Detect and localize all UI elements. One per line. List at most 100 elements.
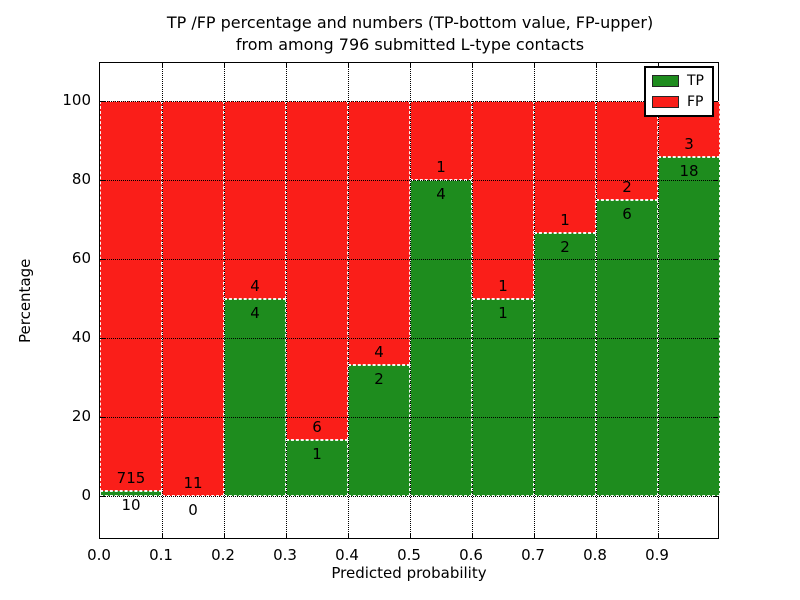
bar-segment-fp-2: [224, 100, 286, 299]
gridline-y-40: [100, 338, 718, 340]
tp-color-swatch: [652, 75, 679, 87]
fp-count-label-2: 4: [250, 276, 260, 295]
y-tick-left-20: [100, 417, 105, 419]
y-tick-left-0: [100, 496, 105, 498]
fp-count-label-0: 715: [116, 468, 146, 487]
bar-segment-fp-3: [286, 100, 348, 440]
x-tick-bottom-2: [224, 533, 225, 538]
y-tick-label-80: 80: [71, 169, 91, 188]
y-tick-left-80: [100, 179, 105, 181]
tp-count-label-1: 0: [188, 501, 198, 520]
x-tick-top-6: [472, 63, 473, 68]
x-tick-top-4: [348, 63, 349, 68]
legend: TP FP: [644, 66, 714, 117]
gridline-y-100: [100, 100, 718, 102]
y-tick-right-0: [713, 496, 718, 498]
fp-count-label-1: 11: [183, 474, 203, 493]
y-axis-label: Percentage: [16, 258, 34, 343]
y-tick-label-20: 20: [71, 407, 91, 426]
bar-segment-tp-3: [286, 439, 348, 497]
legend-label-fp: FP: [687, 94, 704, 110]
bar-segment-fp-8: [596, 100, 658, 200]
bar-segment-tp-7: [534, 232, 596, 497]
gridline-x-0.6: [472, 63, 473, 538]
x-tick-label-0.9: 0.9: [645, 546, 669, 564]
y-tick-right-40: [713, 338, 718, 340]
x-tick-bottom-9: [658, 533, 659, 538]
fp-count-label-9: 3: [684, 135, 694, 154]
legend-item-fp: FP: [652, 94, 704, 110]
bar-segment-tp-8: [596, 199, 658, 497]
bar-segment-tp-2: [224, 298, 286, 497]
gridline-x-0.5: [410, 63, 411, 538]
y-tick-left-100: [100, 100, 105, 102]
x-tick-bottom-4: [348, 533, 349, 538]
tp-count-label-5: 4: [436, 184, 446, 203]
x-tick-top-9: [658, 63, 659, 68]
x-tick-label-0.3: 0.3: [273, 546, 297, 564]
gridline-x-0.2: [224, 63, 225, 538]
tp-count-label-7: 2: [560, 237, 570, 256]
bar-segment-tp-5: [410, 179, 472, 497]
x-tick-top-7: [534, 63, 535, 68]
y-tick-label-40: 40: [71, 328, 91, 347]
bar-segment-fp-6: [472, 100, 534, 299]
legend-label-tp: TP: [687, 73, 704, 89]
y-tick-left-60: [100, 258, 105, 260]
y-tick-label-100: 100: [62, 90, 91, 109]
x-tick-label-0.5: 0.5: [397, 546, 421, 564]
tp-count-label-6: 1: [498, 303, 508, 322]
x-tick-label-0.6: 0.6: [459, 546, 483, 564]
x-tick-bottom-8: [596, 533, 597, 538]
fp-count-label-4: 4: [374, 342, 384, 361]
fp-count-label-6: 1: [498, 276, 508, 295]
tp-count-label-0: 10: [121, 495, 141, 514]
x-tick-top-8: [596, 63, 597, 68]
fp-count-label-5: 1: [436, 157, 446, 176]
gridline-x-0.4: [348, 63, 349, 538]
x-tick-label-0.1: 0.1: [149, 546, 173, 564]
x-tick-top-1: [162, 63, 163, 68]
x-tick-bottom-6: [472, 533, 473, 538]
bar-segment-fp-1: [162, 100, 224, 497]
y-tick-label-0: 0: [81, 486, 91, 505]
bar-segment-tp-9: [658, 157, 720, 497]
gridline-x-0.9: [658, 63, 659, 538]
gridline-y-60: [100, 258, 718, 260]
x-tick-top-2: [224, 63, 225, 68]
y-tick-label-60: 60: [71, 248, 91, 267]
gridline-x-0.1: [162, 63, 163, 538]
x-tick-label-0.8: 0.8: [583, 546, 607, 564]
x-tick-bottom-7: [534, 533, 535, 538]
x-tick-top-3: [286, 63, 287, 68]
bar-segment-tp-6: [472, 298, 534, 497]
fp-count-label-8: 2: [622, 177, 632, 196]
fp-count-label-3: 6: [312, 417, 322, 436]
x-tick-bottom-1: [162, 533, 163, 538]
tp-count-label-3: 1: [312, 444, 322, 463]
x-tick-label-0.2: 0.2: [211, 546, 235, 564]
gridline-x-0.8: [596, 63, 597, 538]
y-tick-right-80: [713, 179, 718, 181]
fp-color-swatch: [652, 96, 679, 108]
y-tick-left-40: [100, 338, 105, 340]
bar-segment-fp-0: [100, 100, 162, 491]
gridline-x-0.3: [286, 63, 287, 538]
x-tick-label-0.7: 0.7: [521, 546, 545, 564]
x-tick-label-0.0: 0.0: [87, 546, 111, 564]
tp-count-label-8: 6: [622, 204, 632, 223]
y-tick-right-20: [713, 417, 718, 419]
chart-title-line2: from among 796 submitted L-type contacts: [235, 35, 585, 54]
gridline-x-0.7: [534, 63, 535, 538]
gridline-y-0: [100, 496, 718, 498]
tp-count-label-4: 2: [374, 369, 384, 388]
tp-count-label-2: 4: [250, 303, 260, 322]
y-tick-right-60: [713, 258, 718, 260]
y-tick-right-100: [713, 100, 718, 102]
x-axis-label: Predicted probability: [331, 564, 487, 582]
tp-count-label-9: 18: [679, 162, 699, 181]
bar-segment-tp-0: [100, 490, 162, 497]
x-tick-bottom-3: [286, 533, 287, 538]
gridline-y-80: [100, 179, 718, 181]
